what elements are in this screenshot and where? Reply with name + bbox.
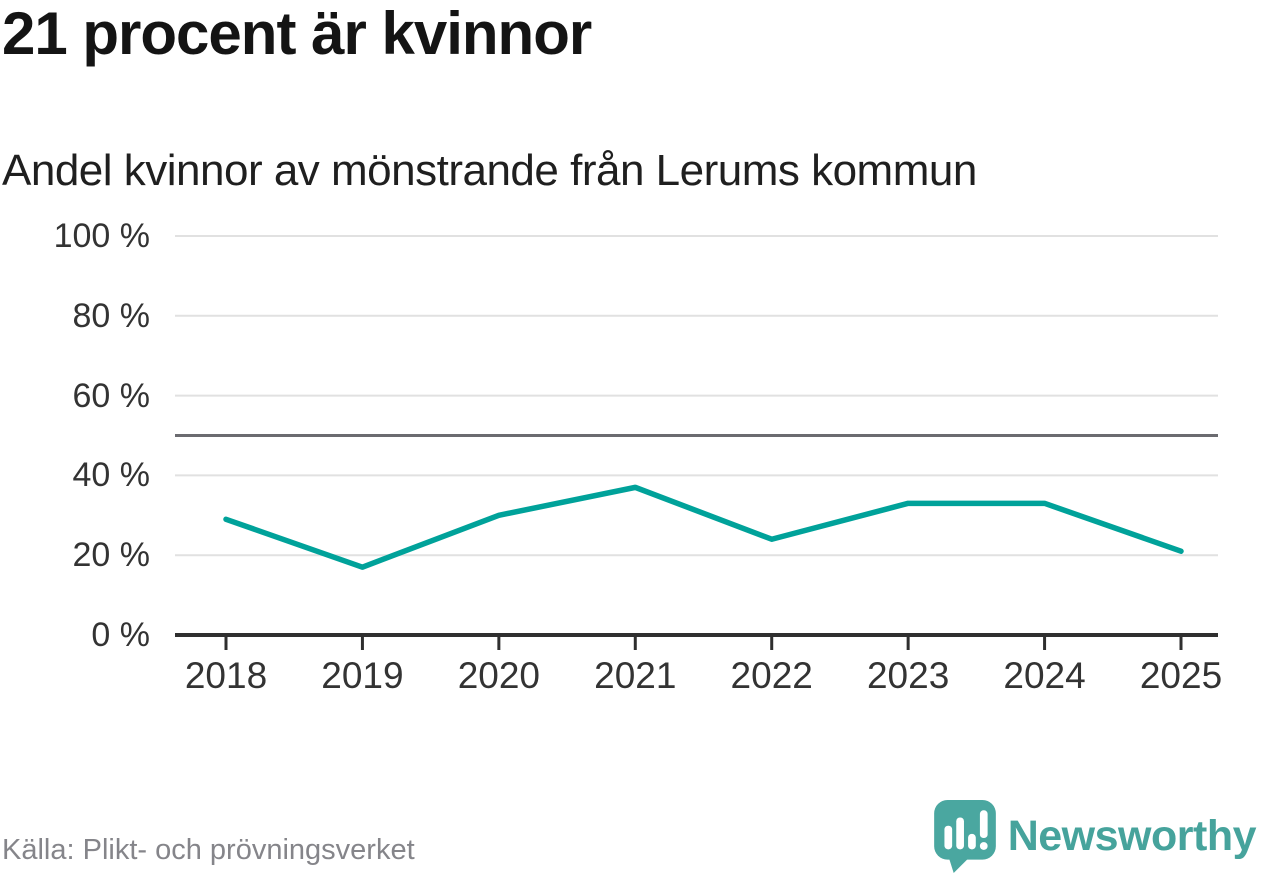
- chart-subtitle: Andel kvinnor av mönstrande från Lerums …: [2, 146, 977, 195]
- x-tick-label: 2024: [1003, 655, 1086, 696]
- source-note: Källa: Plikt- och prövningsverket: [2, 834, 415, 866]
- x-tick-label: 2023: [866, 655, 950, 696]
- newsworthy-logo-icon: [933, 800, 996, 873]
- x-tick-label: 2018: [184, 655, 268, 696]
- y-axis-labels: 100 % 80 % 60 % 40 % 20 % 0 %: [0, 0, 150, 879]
- y-tick-label: 40 %: [72, 456, 151, 495]
- y-tick-label: 80 %: [72, 296, 151, 335]
- brand-wordmark: Newsworthy: [1007, 812, 1257, 860]
- y-tick-label: 100 %: [53, 217, 150, 255]
- x-tick-label: 2019: [321, 655, 404, 696]
- x-tick-label: 2022: [730, 655, 813, 696]
- x-tick-label: 2020: [457, 655, 540, 696]
- brand-logo: Newsworthy: [933, 800, 1257, 873]
- y-tick-label: 20 %: [72, 536, 151, 575]
- x-tick-label: 2021: [594, 655, 677, 696]
- x-tick-label: 2025: [1139, 655, 1223, 696]
- y-tick-label: 0 %: [91, 616, 150, 654]
- chart-title: 21 procent är kvinnor: [2, 0, 592, 67]
- y-tick-label: 60 %: [72, 376, 151, 415]
